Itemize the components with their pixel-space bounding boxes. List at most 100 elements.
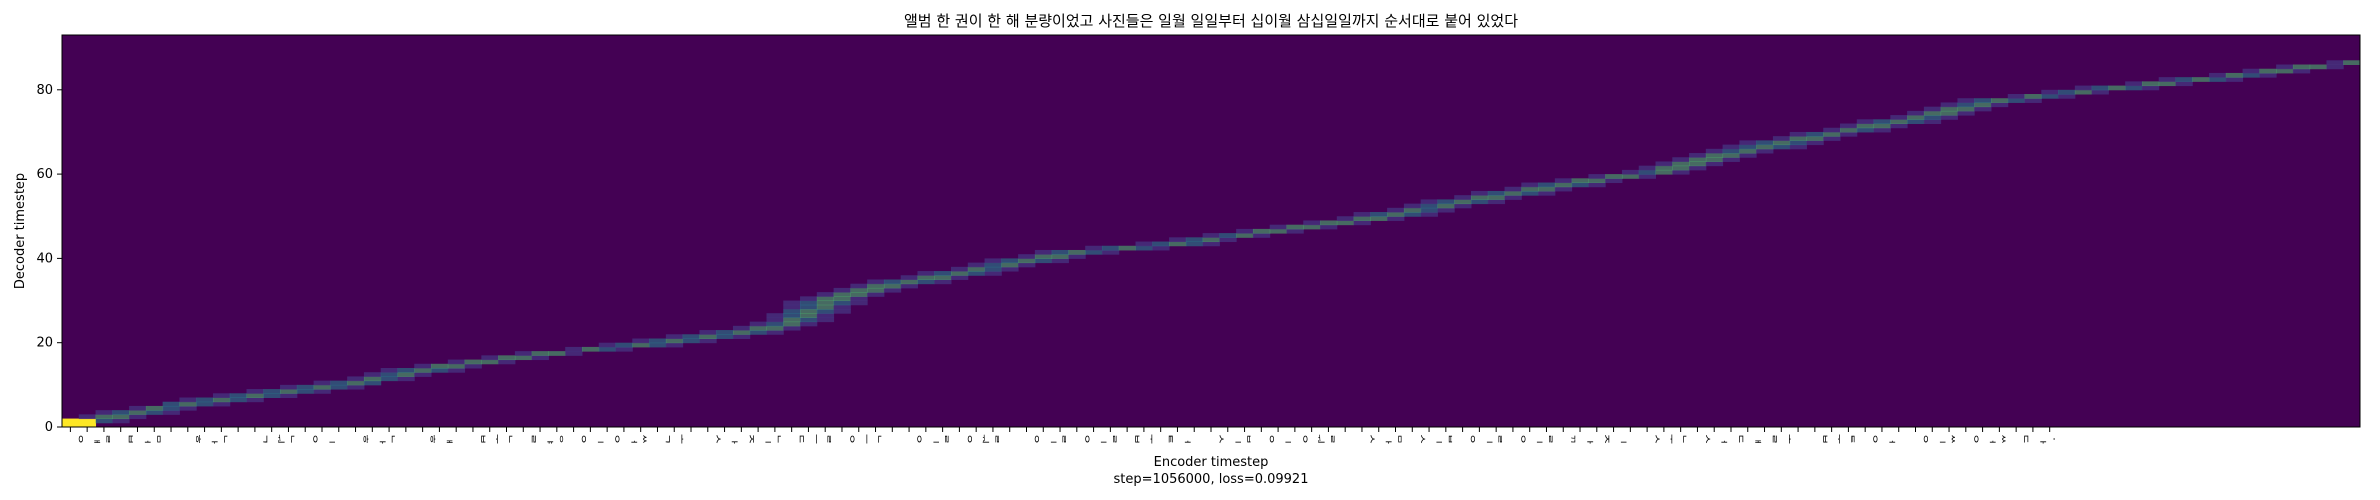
heatmap-cell [112, 410, 130, 415]
heatmap-cell [833, 292, 851, 297]
heatmap-cell [162, 405, 180, 411]
x-tick-label: ᄐ [1162, 434, 1175, 444]
heatmap-cell [565, 346, 583, 352]
heatmap-cell [498, 355, 516, 361]
heatmap-cell [850, 296, 868, 302]
heatmap-cell [2125, 85, 2143, 91]
heatmap-cell [1890, 115, 1908, 120]
heatmap-cell [984, 262, 1002, 268]
heatmap-cell [1353, 220, 1371, 226]
heatmap-cell [464, 363, 482, 369]
x-tick-label: ᅮ [1833, 434, 1846, 444]
chart-title: 앨범 한 권이 한 해 분량이었고 사진들은 일월 일일부터 십이월 삼십일일까… [904, 12, 1518, 30]
x-tick-label: ᅥ [1178, 434, 1191, 444]
x-tick-label: ᅮ [1145, 434, 1158, 444]
x-tick-label: ᄋ [1866, 434, 1879, 444]
x-tick-label: ᄒ [189, 434, 202, 444]
heatmap-cell [951, 271, 969, 276]
x-tick-label: ᅵ [1531, 434, 1544, 444]
heatmap-cell [1437, 203, 1455, 209]
heatmap-cell [1621, 174, 1640, 179]
heatmap-cell [1454, 203, 1472, 209]
x-tick-label: ᆯ [1497, 434, 1510, 444]
heatmap-cell [1504, 190, 1522, 196]
x-tick-label: ᄁ [1564, 434, 1577, 444]
heatmap-cell [749, 321, 767, 327]
heatmap-cell [95, 410, 113, 415]
heatmap-cell [766, 313, 784, 318]
heatmap-cell [2242, 68, 2260, 74]
x-tick-label: ᅳ [809, 434, 822, 444]
heatmap-cell [2041, 89, 2059, 95]
x-tick-label: ᅥ [625, 434, 638, 444]
heatmap-cell [1873, 123, 1891, 129]
heatmap-cell [615, 342, 633, 348]
heatmap-cell [816, 317, 835, 323]
heatmap-cell [951, 266, 969, 272]
heatmap-cell [1387, 212, 1405, 217]
x-tick-label: ᄇ [1128, 434, 1141, 444]
heatmap-cell [1705, 148, 1724, 154]
heatmap-cell [716, 334, 734, 339]
heatmap-cell [145, 410, 164, 415]
x-tick-label: ᄋ [1916, 434, 1929, 444]
heatmap-cell [867, 287, 885, 293]
heatmap-cell [1487, 190, 1506, 196]
x-tick-label: ᅡ [2034, 434, 2047, 444]
heatmap-cell [78, 418, 97, 424]
heatmap-cell [2225, 77, 2244, 82]
heatmap-cell [800, 304, 818, 310]
heatmap-cell [615, 346, 633, 352]
heatmap-cell [632, 338, 650, 344]
heatmap-cell [212, 397, 231, 403]
x-tick-label: ᄃ [1732, 434, 1745, 444]
heatmap-cell [531, 355, 549, 361]
heatmap-cell [1236, 233, 1254, 238]
heatmap-cell [1487, 195, 1506, 200]
heatmap-cell [1756, 144, 1774, 150]
heatmap-cell [1420, 199, 1438, 205]
x-tick-label: ᄒ [357, 434, 370, 444]
heatmap-cell [2141, 81, 2160, 87]
heatmap-cell [1655, 161, 1673, 167]
heatmap-cell [330, 384, 348, 390]
x-tick-label: ᄋ [843, 434, 856, 444]
y-tick-label: 40 [36, 251, 53, 266]
heatmap-cell [2074, 89, 2093, 95]
heatmap-cell [2074, 85, 2093, 91]
heatmap-cell [498, 359, 516, 365]
heatmap-cell [196, 401, 214, 407]
heatmap-cell [447, 367, 466, 373]
x-tick-label: ᅵ [1044, 434, 1057, 444]
heatmap-cell [1739, 153, 1757, 158]
heatmap-cell [2108, 85, 2126, 91]
heatmap-cell [1990, 98, 2009, 103]
x-tick-label: ᆯ [1547, 434, 1560, 444]
heatmap-cell [347, 376, 365, 382]
heatmap-cell [363, 380, 382, 386]
heatmap-cell [447, 359, 466, 365]
heatmap-cell [732, 330, 751, 335]
heatmap-cell [1571, 182, 1589, 188]
heatmap-cell [129, 410, 147, 415]
heatmap-cell [179, 397, 197, 403]
x-tick-label: ᅵ [1279, 434, 1292, 444]
heatmap-cell [1856, 119, 1875, 125]
heatmap-cell [783, 308, 801, 314]
heatmap-cell [1957, 98, 1975, 103]
heatmap-cell [1705, 161, 1724, 167]
x-tick-label: ᆯ [1061, 434, 1074, 444]
x-tick-label: ᅯ [977, 434, 990, 444]
heatmap-cell [1907, 110, 1925, 116]
x-tick-label: ᅥ [138, 434, 151, 444]
heatmap-cell [1772, 136, 1791, 141]
x-tick-label: ᄋ [1078, 434, 1091, 444]
heatmap-cell [2007, 98, 2026, 103]
heatmap-cell [531, 351, 549, 356]
heatmap-cell [1907, 115, 1925, 120]
heatmap-cell [1923, 110, 1942, 116]
heatmap-cell [1538, 190, 1556, 196]
heatmap-cell [1420, 212, 1438, 217]
heatmap-cell [2175, 81, 2193, 87]
x-tick-label: ᆫ [222, 434, 235, 444]
